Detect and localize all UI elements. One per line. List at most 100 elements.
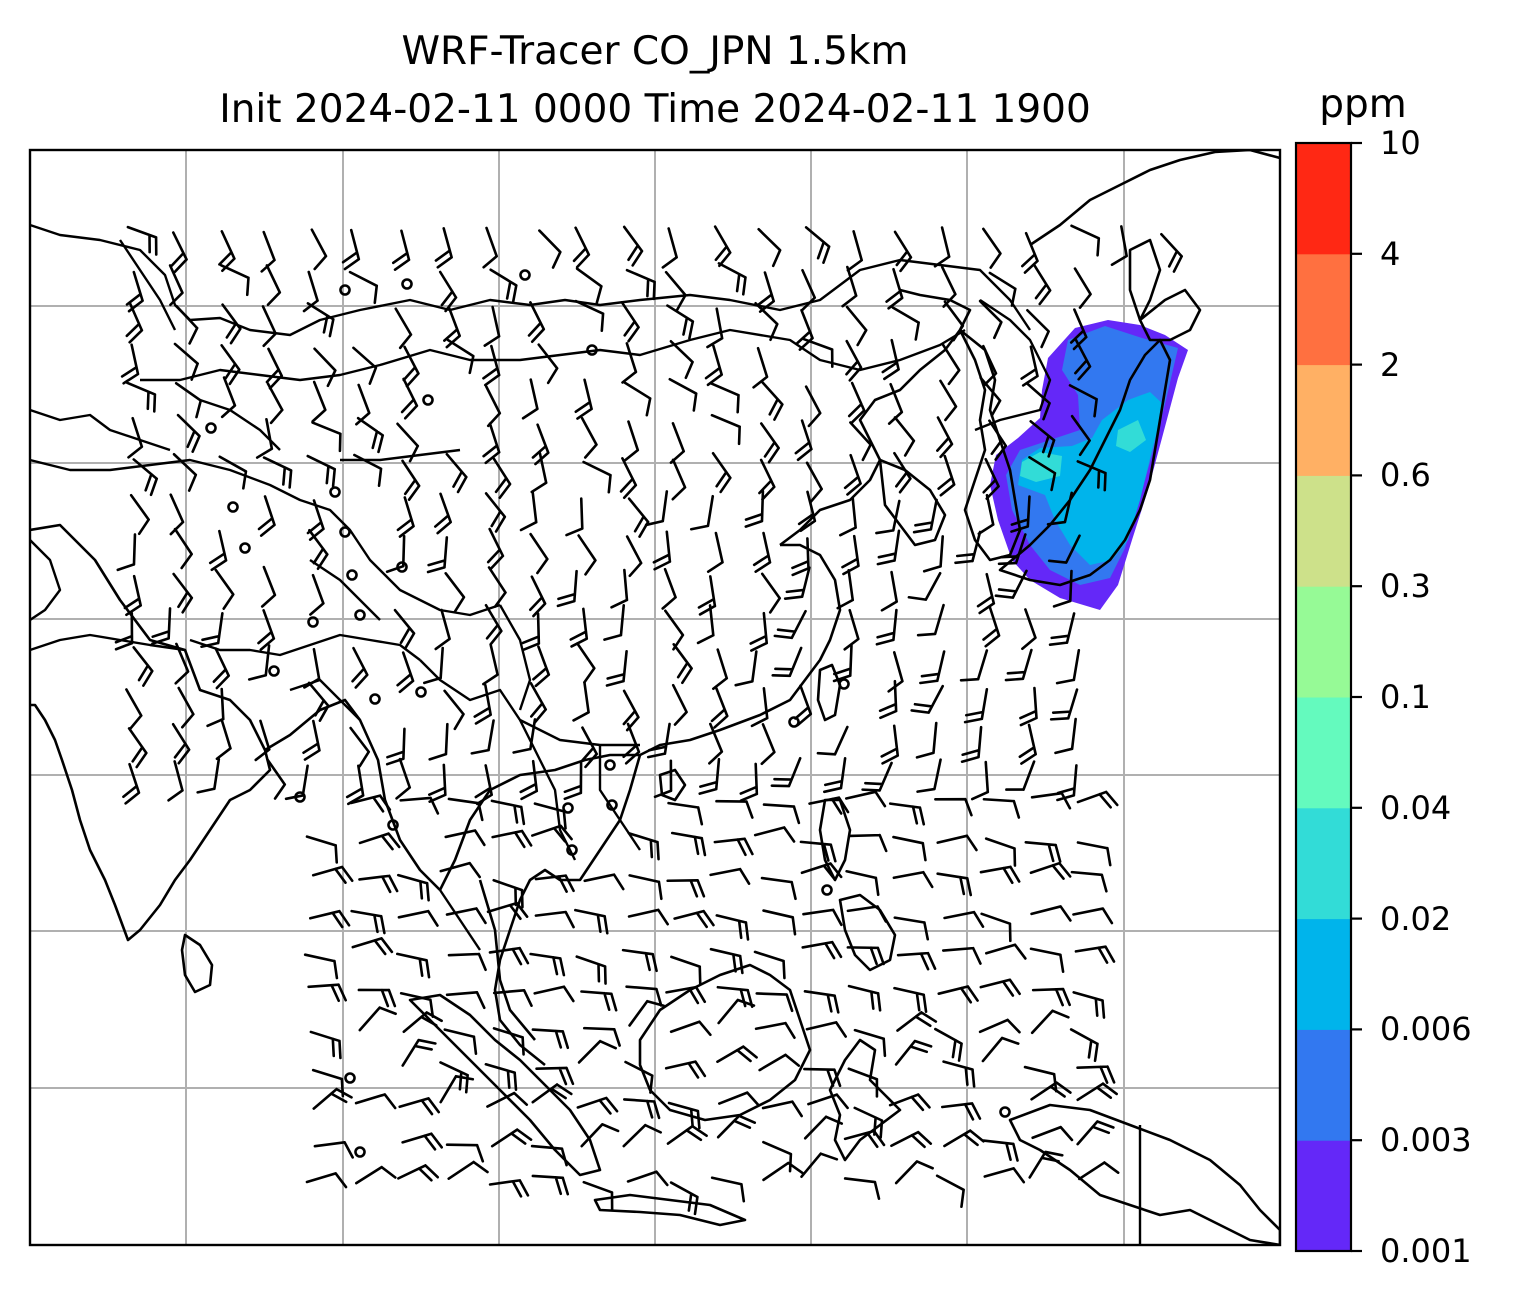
- colorbar-tick-label: 4: [1380, 234, 1401, 273]
- wind-barb: [843, 1177, 881, 1200]
- wind-barb: [799, 840, 837, 863]
- wind-barb: [970, 760, 990, 801]
- wind-barb: [1076, 841, 1112, 867]
- wind-barb: [358, 1006, 397, 1032]
- wind-barb: [484, 1063, 518, 1091]
- wind-barb: [916, 603, 945, 637]
- wind-barb: [1031, 1125, 1074, 1142]
- wind-barb: [173, 527, 193, 570]
- wind-barb: [762, 1140, 793, 1173]
- wind-barb: [172, 452, 198, 492]
- wind-barb: [385, 727, 406, 766]
- wind-barb: [126, 225, 158, 256]
- wind-barb: [667, 801, 704, 826]
- wind-barb: [1004, 648, 1033, 682]
- calm-wind-circle: [344, 1072, 356, 1084]
- wind-barb: [841, 534, 860, 576]
- wind-barb: [661, 227, 678, 269]
- wind-barb: [1021, 231, 1039, 274]
- wind-barb: [1030, 1009, 1070, 1035]
- wind-barb: [443, 306, 461, 349]
- wind-barb: [486, 1091, 529, 1108]
- wind-barb: [487, 566, 507, 608]
- wind-barb: [894, 1160, 934, 1185]
- wind-barb: [1074, 338, 1092, 381]
- wind-barb: [427, 763, 447, 803]
- wind-barb: [941, 343, 961, 386]
- wind-barb: [531, 1028, 570, 1050]
- wind-barb: [482, 644, 499, 686]
- wind-barb: [845, 339, 863, 382]
- wind-barb: [711, 451, 732, 494]
- wind-barb: [260, 565, 277, 608]
- wind-barb: [885, 267, 904, 310]
- wind-barb: [556, 569, 578, 608]
- colorbar-segment-4: [1296, 143, 1351, 255]
- calm-wind-circle: [401, 278, 413, 290]
- wind-barb: [718, 1091, 760, 1107]
- wind-barb: [175, 304, 199, 345]
- wind-barb: [308, 528, 329, 571]
- wind-barb: [1069, 308, 1088, 351]
- wind-barb: [625, 268, 656, 301]
- wind-barb: [1025, 382, 1051, 421]
- colorbar-segment-0.6: [1296, 364, 1351, 476]
- wind-barb: [739, 762, 759, 802]
- wind-barb: [491, 829, 533, 849]
- wind-barb: [805, 1021, 847, 1038]
- wind-barb: [1056, 764, 1078, 802]
- wind-barb: [531, 423, 550, 466]
- colorbar-tick-label: 0.04: [1380, 788, 1452, 827]
- wind-barb: [646, 722, 671, 759]
- wind-barb: [1110, 225, 1128, 267]
- wind-barb: [397, 909, 439, 927]
- wind-barb: [980, 912, 1012, 943]
- wind-barb: [1068, 384, 1098, 418]
- wind-barb: [623, 420, 640, 463]
- calm-wind-circle: [838, 678, 850, 690]
- malay-peninsula: [478, 879, 536, 1041]
- wind-barb: [652, 530, 672, 571]
- wind-barb: [519, 759, 539, 801]
- wind-barb: [529, 952, 566, 977]
- colorbar-segment-0.006: [1296, 918, 1351, 1030]
- wind-barb: [754, 1021, 796, 1040]
- wind-barb: [399, 991, 435, 1018]
- wind-barb: [307, 681, 330, 722]
- wind-barb: [760, 572, 782, 614]
- wind-barb: [1030, 791, 1072, 810]
- wind-barb: [537, 343, 559, 385]
- colorbar-segment-0.1: [1296, 586, 1351, 698]
- calm-wind-circle: [387, 819, 399, 831]
- colorbar-tick-label: 0.1: [1380, 678, 1431, 716]
- wind-barb: [401, 1132, 444, 1151]
- wind-barb: [802, 908, 843, 927]
- wind-barb: [447, 1160, 489, 1180]
- wind-barb: [672, 643, 693, 685]
- wind-barb: [912, 498, 938, 534]
- wind-barb: [266, 758, 287, 800]
- wind-barb: [887, 651, 904, 693]
- colorbar-unit-label: ppm: [1319, 82, 1407, 127]
- wind-barb: [395, 757, 412, 800]
- wind-barb: [489, 268, 518, 304]
- wind-barb: [919, 650, 946, 685]
- wind-barb: [391, 229, 411, 271]
- wind-barb: [753, 950, 786, 980]
- wind-barb: [795, 308, 814, 351]
- russia-coast: [1029, 150, 1280, 247]
- wind-barb: [577, 534, 597, 576]
- wind-barb: [940, 1102, 982, 1121]
- wind-barb: [744, 489, 765, 528]
- wind-barb: [880, 570, 899, 612]
- wind-barb: [804, 385, 822, 428]
- wind-barb: [984, 943, 1027, 960]
- wind-barbs: [114, 224, 1183, 1216]
- wind-barb: [982, 605, 1001, 648]
- gridlines: [30, 150, 1280, 1245]
- wind-barb: [760, 380, 784, 421]
- calm-wind-circle: [307, 616, 319, 628]
- wind-barb: [174, 381, 203, 419]
- wind-barb: [434, 608, 451, 651]
- wind-barb: [936, 416, 954, 459]
